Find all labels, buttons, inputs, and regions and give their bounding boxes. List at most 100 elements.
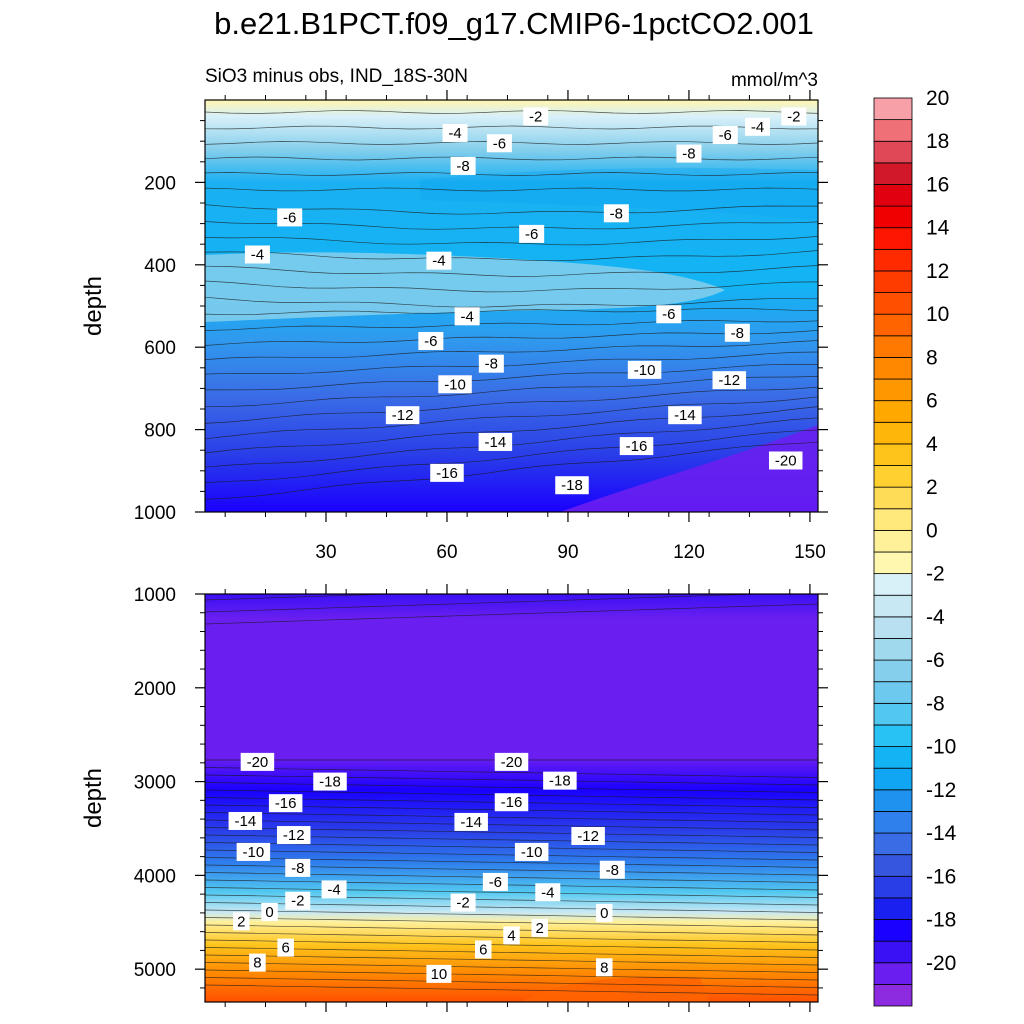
- contour-line: [205, 364, 818, 391]
- colorbar-tick-label: 8: [926, 346, 938, 369]
- contour-label-box: [503, 926, 520, 945]
- contour-label-text: -6: [719, 127, 732, 144]
- upper-mid-band: [420, 168, 818, 220]
- contour-label-box: [712, 126, 738, 145]
- contour-label-text: -8: [291, 860, 304, 877]
- contour-line: [205, 265, 818, 277]
- contour-label: -20: [494, 752, 529, 771]
- contour-label-text: -16: [626, 438, 648, 455]
- colorbar-cell: [873, 248, 913, 272]
- contour-line: [205, 204, 818, 215]
- contour-label: -2: [781, 107, 807, 126]
- contour-line: [205, 774, 818, 786]
- contour-label: -6: [519, 224, 545, 243]
- contour-label-box: [535, 883, 561, 902]
- subtitle-right: mmol/m^3: [731, 70, 818, 91]
- colorbar-cell: [873, 767, 913, 791]
- colorbar-cell: [873, 400, 913, 423]
- contour-line: [205, 594, 400, 601]
- contour-label-box: [321, 880, 347, 899]
- contour-label-box: [277, 938, 294, 957]
- contour-label: 0: [596, 903, 613, 922]
- contour-label-text: -2: [787, 108, 800, 125]
- colorbar-cell: [873, 529, 913, 553]
- contour-line: [205, 236, 818, 246]
- contour-label: -8: [676, 144, 702, 163]
- colorbar-cell: [873, 119, 913, 142]
- contour-label: -16: [430, 463, 464, 482]
- contour-line: [205, 187, 818, 192]
- contour-label-box: [724, 323, 750, 342]
- contour-label-box: [531, 918, 548, 937]
- contour-label-text: -12: [718, 372, 740, 389]
- lower-y-axis-title: depth: [80, 768, 107, 828]
- contour-label-text: -8: [731, 325, 744, 342]
- figure-title: b.e21.B1PCT.f09_g17.CMIP6-1pctCO2.001: [214, 6, 814, 41]
- contour-label: -2: [285, 891, 311, 910]
- contour-label-box: [236, 842, 271, 861]
- contour-label: -18: [313, 772, 347, 791]
- contour-label: 6: [475, 940, 492, 959]
- contour-label-text: -2: [529, 108, 542, 125]
- contour-label-text: -10: [521, 844, 543, 861]
- colorbar-cell: [873, 681, 913, 704]
- contour-line: [205, 172, 818, 176]
- colorbar-tick-label: 2: [926, 476, 938, 499]
- contour-label: -4: [244, 245, 270, 264]
- colorbar-cell: [873, 443, 913, 466]
- contour-label-text: -4: [448, 125, 461, 142]
- contour-label-text: -4: [751, 119, 764, 136]
- contour-label-text: -10: [444, 376, 466, 393]
- colorbar-cell: [873, 940, 913, 964]
- colorbar-cell: [873, 594, 913, 618]
- lower-ticks: [195, 584, 828, 1012]
- colorbar-tick-label: 14: [926, 217, 950, 240]
- contour-label: -8: [450, 156, 476, 175]
- x-tick-label: 30: [315, 542, 336, 563]
- colorbar-tick-label: -10: [926, 736, 956, 759]
- contour-line: [205, 221, 818, 230]
- contour-label: -16: [494, 793, 529, 812]
- contour-label-text: -2: [291, 893, 304, 910]
- colorbar-tick-label: -16: [926, 865, 956, 888]
- contour-label-box: [656, 305, 682, 324]
- colorbar-cell: [873, 702, 913, 726]
- contour-label-text: -6: [525, 226, 538, 243]
- contour-label-box: [494, 793, 529, 812]
- contour-label: -2: [450, 893, 476, 912]
- contour-label-text: 8: [600, 959, 608, 976]
- contour-label: 2: [233, 912, 250, 931]
- x-tick-label: 120: [673, 542, 705, 563]
- contour-label: -20: [768, 451, 803, 470]
- subtitle-left: SiO3 minus obs, IND_18S-30N: [205, 66, 468, 87]
- contour-label: -14: [478, 432, 513, 451]
- upper-contour-labels: -2 -2 -4 -4 -6 -6 -8 -8 -8 -6 -6 -4 -4 -4 -6 -6 -8 -8 -10 -…: [244, 107, 807, 495]
- contour-label-box: [768, 451, 803, 470]
- contour-line: [205, 879, 818, 891]
- contour-label-text: -14: [674, 407, 696, 424]
- colorbar-cell: [873, 162, 913, 185]
- contour-label-box: [571, 826, 605, 845]
- contour-label-box: [519, 224, 545, 243]
- contour-label: -8: [285, 858, 311, 877]
- contour-label-text: -12: [577, 828, 599, 845]
- contour-line: [205, 406, 818, 454]
- colorbar-cell: [873, 292, 913, 315]
- contour-label-box: [676, 144, 702, 163]
- lower-frame: [204, 593, 819, 1003]
- contour-label-text: -8: [682, 146, 695, 163]
- contour-label-box: [514, 842, 549, 861]
- contour-label-box: [543, 771, 577, 790]
- contour-label: -4: [321, 880, 347, 899]
- contour-label-box: [596, 903, 613, 922]
- colorbar-cell: [873, 919, 913, 942]
- contour-line: [205, 819, 818, 831]
- contour-label-box: [418, 332, 444, 351]
- contour-label: -14: [454, 812, 488, 831]
- contour-label-box: [426, 251, 452, 270]
- colorbar-tick-label: 20: [926, 87, 949, 110]
- colorbar-cell: [873, 140, 913, 164]
- contour-label: 8: [596, 958, 613, 977]
- contour-label-text: 6: [281, 940, 289, 957]
- contour-label: -6: [486, 134, 512, 153]
